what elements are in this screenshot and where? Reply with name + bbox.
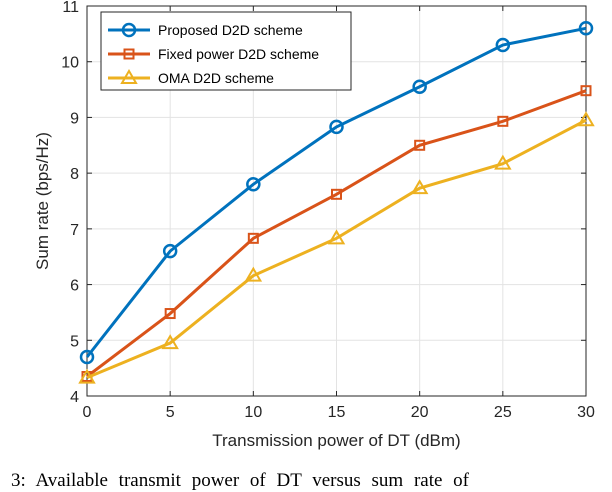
x-tick-label: 30 xyxy=(577,404,595,421)
data-point-2 xyxy=(494,154,512,170)
legend-marker-2 xyxy=(120,69,138,84)
data-point-0 xyxy=(246,177,261,192)
series-line-0 xyxy=(85,26,587,358)
legend-label-2: OMA D2D scheme xyxy=(158,70,274,86)
figure-caption: g. 3: Available transmit power of DT ver… xyxy=(0,470,470,491)
data-point-2 xyxy=(327,229,346,245)
data-point-2 xyxy=(577,111,595,127)
legend-marker-0 xyxy=(121,22,137,38)
x-tick-label: 10 xyxy=(244,404,262,421)
data-point-2 xyxy=(161,334,179,350)
y-tick-label: 8 xyxy=(70,166,79,183)
data-point-0 xyxy=(495,37,511,53)
data-point-1 xyxy=(580,85,592,97)
legend-marker-1 xyxy=(123,48,135,60)
y-tick-label: 7 xyxy=(70,222,79,239)
legend-label-1: Fixed power D2D scheme xyxy=(158,46,319,62)
y-tick-label: 9 xyxy=(70,110,79,127)
y-tick-label: 4 xyxy=(70,389,79,406)
y-axis-label: Sum rate (bps/Hz) xyxy=(33,132,52,270)
data-point-1 xyxy=(497,115,509,127)
x-tick-label: 15 xyxy=(328,404,346,421)
x-tick-label: 0 xyxy=(83,404,92,421)
data-point-1 xyxy=(331,188,342,200)
y-tick-label: 6 xyxy=(70,278,79,295)
data-point-0 xyxy=(412,79,427,95)
data-point-1 xyxy=(247,232,259,244)
series-line-1 xyxy=(86,89,587,378)
data-point-1 xyxy=(164,308,176,320)
x-tick-label: 25 xyxy=(494,404,512,421)
x-tick-label: 5 xyxy=(166,404,175,421)
x-tick-label: 20 xyxy=(411,404,429,421)
data-point-2 xyxy=(78,368,96,384)
data-point-0 xyxy=(329,119,344,135)
data-point-2 xyxy=(410,179,429,195)
series-line-2 xyxy=(86,118,587,379)
data-point-1 xyxy=(414,139,426,151)
y-tick-label: 5 xyxy=(70,333,79,350)
y-tick-label: 10 xyxy=(61,55,79,72)
x-axis-label: Transmission power of DT (dBm) xyxy=(212,431,460,450)
data-point-2 xyxy=(244,266,263,282)
y-tick-label: 11 xyxy=(62,0,79,16)
data-point-0 xyxy=(162,243,178,259)
data-point-0 xyxy=(578,21,594,36)
legend-label-0: Proposed D2D scheme xyxy=(158,22,303,38)
data-point-0 xyxy=(79,349,95,365)
